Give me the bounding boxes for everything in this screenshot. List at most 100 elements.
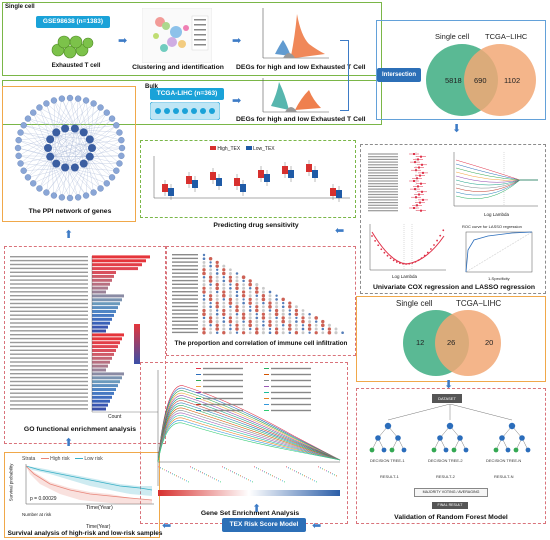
rf-result-1: RESULT-1 xyxy=(380,474,399,479)
drug-box-high xyxy=(258,170,264,178)
ppi-edge xyxy=(56,132,113,178)
exhausted-t-cell-label: Exhausted T cell xyxy=(51,62,101,69)
immune-row-label xyxy=(172,268,198,271)
drug-box-high xyxy=(186,176,192,184)
immune-cell xyxy=(202,308,206,313)
immune-cell xyxy=(202,290,206,294)
forest-label xyxy=(368,199,398,201)
gsea-hit-tick xyxy=(244,477,245,479)
ppi-edge xyxy=(18,140,49,149)
exhausted-t-cell-image xyxy=(51,35,94,59)
cv-point xyxy=(411,262,414,264)
ppi-edge xyxy=(39,163,57,189)
go-term-label xyxy=(10,267,88,270)
immune-cell xyxy=(321,323,325,328)
immune-cell xyxy=(249,305,252,308)
immune-cell xyxy=(209,324,212,327)
immune-cell xyxy=(222,327,226,331)
gsea-hit-tick xyxy=(208,475,209,477)
immune-cell xyxy=(255,305,259,309)
immune-cell xyxy=(248,323,252,328)
gsea-hit-tick xyxy=(290,468,291,470)
arrow-right-icon: ➡ xyxy=(232,95,242,107)
ppi-panel xyxy=(2,86,136,222)
immune-cell xyxy=(327,327,332,331)
ppi-edge xyxy=(39,107,76,168)
immune-row-label xyxy=(172,254,198,256)
tcga-dataset-badge: TCGA-LIHC (n=363) xyxy=(150,88,224,100)
rf-leaf-node xyxy=(381,447,387,453)
ppi-hub-node xyxy=(88,144,96,152)
gsea-hit-tick xyxy=(258,468,259,470)
ppi-edge xyxy=(33,112,84,164)
go-bar xyxy=(92,306,118,310)
immune-cell xyxy=(301,327,305,331)
cv-point xyxy=(380,248,383,251)
immune-cell xyxy=(295,316,298,320)
venn-bottom-right-count: 20 xyxy=(485,338,494,347)
ppi-hub-node xyxy=(52,159,61,168)
immune-cell xyxy=(281,319,285,324)
forest-point xyxy=(416,177,418,180)
go-bar xyxy=(92,368,106,372)
gsea-hit-tick xyxy=(204,473,205,475)
ppi-hub-node xyxy=(61,124,70,133)
ppi-edge xyxy=(74,167,117,171)
go-bar xyxy=(92,403,108,407)
rf-panel xyxy=(356,388,546,524)
gsea-hit-tick xyxy=(196,469,197,471)
gsea-hit-tick xyxy=(228,469,229,471)
go-term-label xyxy=(10,349,88,351)
gsea-legend-swatch xyxy=(196,380,201,381)
cv-point xyxy=(389,257,392,260)
immune-cell xyxy=(268,301,272,305)
immune-cell xyxy=(281,297,285,302)
ppi-hub-node xyxy=(70,124,79,133)
gsea-hit-tick xyxy=(300,473,301,475)
immune-row-label xyxy=(172,279,198,282)
go-term-label xyxy=(10,408,88,410)
ppi-node xyxy=(30,109,37,116)
immune-cell xyxy=(222,276,225,279)
ppi-edge xyxy=(91,147,113,178)
gsea-hit-tick xyxy=(212,477,213,479)
lasso-path xyxy=(455,179,538,189)
immune-row-label xyxy=(172,302,198,304)
venn-bottom-left-label: Single cell xyxy=(396,299,433,308)
go-bar xyxy=(92,278,112,282)
immune-cell xyxy=(294,312,299,316)
forest-point xyxy=(413,153,415,155)
ppi-edge xyxy=(83,132,94,193)
immune-cell xyxy=(288,301,292,305)
cv-point xyxy=(377,244,380,247)
gsea-hit-tick xyxy=(200,471,201,473)
go-term-label xyxy=(10,392,88,394)
immune-cell xyxy=(281,312,285,316)
immune-cell xyxy=(202,268,206,272)
gsea-legend-text xyxy=(271,403,311,406)
immune-cell xyxy=(222,301,226,305)
immune-cell xyxy=(275,323,279,327)
gsea-hit-tick xyxy=(270,474,271,476)
gsea-hit-tick xyxy=(256,467,257,469)
cv-point xyxy=(414,260,417,263)
gsea-hit-tick xyxy=(286,466,287,468)
forest-point xyxy=(414,188,416,191)
ppi-edge xyxy=(47,147,120,164)
go-term-label xyxy=(10,373,88,375)
bracket-bottom xyxy=(340,110,349,111)
immune-cell xyxy=(268,309,272,312)
immune-cell xyxy=(202,316,206,320)
ppi-node xyxy=(66,94,74,102)
gsea-legend-swatch xyxy=(196,404,201,405)
gsea-hit-tick xyxy=(294,470,295,472)
immune-cell xyxy=(202,286,206,290)
gsea-hit-tick xyxy=(198,470,199,472)
immune-cell xyxy=(248,312,252,316)
immune-cell xyxy=(301,309,305,312)
drug-box-low xyxy=(288,170,294,178)
ppi-edge xyxy=(89,118,113,140)
drug-legend-high: High_TEX xyxy=(217,146,241,152)
ppi-node xyxy=(15,137,22,144)
immune-cell xyxy=(202,257,206,261)
